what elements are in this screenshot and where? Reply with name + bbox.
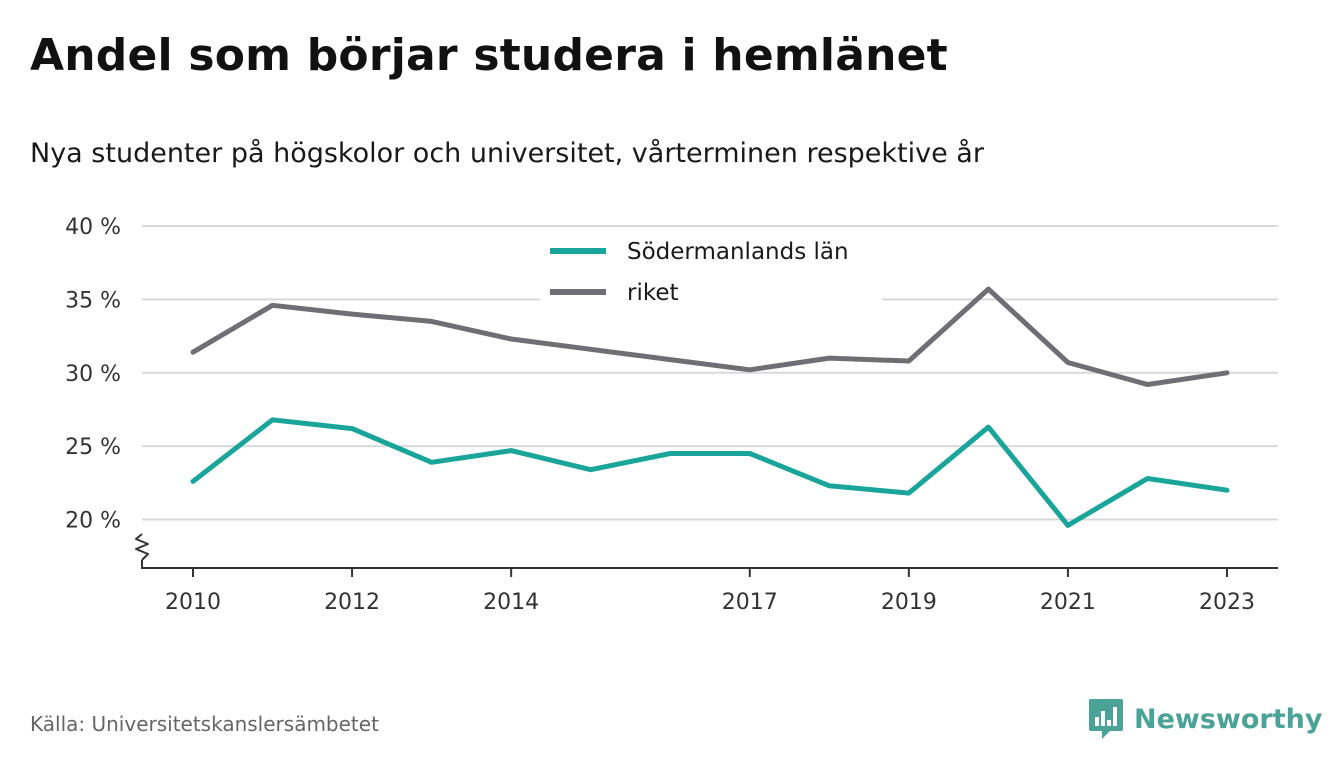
- series-line-sodermanland: [190, 417, 1230, 528]
- source-note: Källa: Universitetskanslersämbetet: [30, 712, 379, 736]
- x-tick-label: 2021: [1040, 590, 1096, 615]
- series-line-riket: [190, 286, 1230, 387]
- x-tick-label: 2014: [483, 590, 539, 615]
- newsworthy-logo: Newsworthy: [1088, 697, 1322, 741]
- y-tick-label: 35 %: [65, 288, 121, 313]
- legend: Södermanlands län riket: [540, 232, 882, 306]
- axes: 20 % 25 % 30 % 35 % 40 % 2010 2012 2014 2017 2019…: [65, 215, 1278, 615]
- axis-break-marker: [135, 533, 149, 561]
- x-tick-label: 2012: [324, 590, 380, 615]
- legend-label: riket: [627, 280, 679, 306]
- series-lines: [190, 286, 1230, 528]
- newsworthy-logo-icon: [1089, 699, 1123, 739]
- gridlines: [142, 225, 1278, 521]
- y-tick-label: 25 %: [65, 435, 121, 460]
- legend-label: Södermanlands län: [627, 239, 849, 265]
- x-tick-label: 2017: [722, 590, 778, 615]
- x-tick-label: 2010: [165, 590, 221, 615]
- y-tick-label: 30 %: [65, 362, 121, 387]
- x-tick-label: 2019: [881, 590, 937, 615]
- y-tick-label: 40 %: [65, 215, 121, 240]
- chart-title: Andel som börjar studera i hemlänet: [30, 30, 948, 81]
- x-tick-label: 2023: [1199, 590, 1255, 615]
- chart-subtitle: Nya studenter på högskolor och universit…: [30, 138, 984, 169]
- y-tick-label: 20 %: [65, 509, 121, 534]
- line-chart: 20 % 25 % 30 % 35 % 40 % 2010 2012 2014 2017 2019…: [65, 215, 1278, 615]
- logo-text: Newsworthy: [1134, 703, 1323, 735]
